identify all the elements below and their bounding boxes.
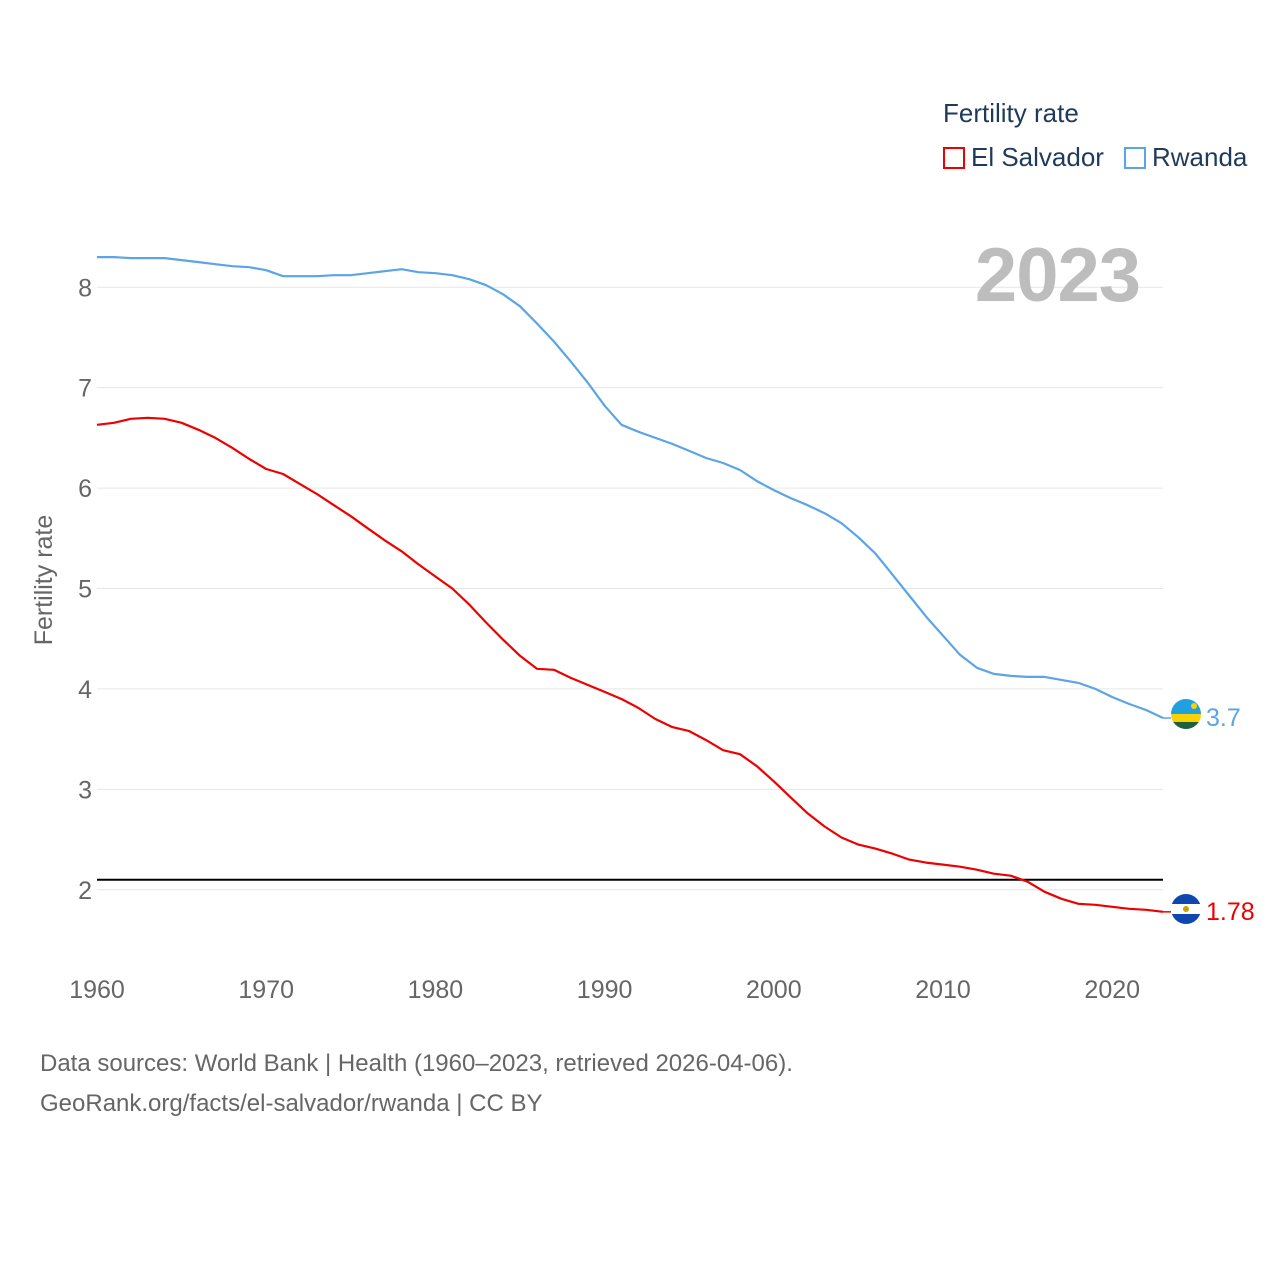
legend-swatch-rwanda [1123, 146, 1146, 169]
el-salvador-flag-icon [1171, 894, 1201, 924]
series-line-rwanda[interactable] [97, 256, 1164, 719]
x-tick-label: 1970 [238, 976, 294, 1004]
x-tick-label: 2020 [1084, 976, 1140, 1004]
y-axis-ticks: 2 3 4 5 6 7 8 [78, 274, 92, 905]
year-display: 2023 [974, 233, 1141, 318]
x-tick-label: 1980 [408, 976, 464, 1004]
legend-swatch-el-salvador [943, 146, 965, 169]
rwanda-flag-icon [1171, 699, 1201, 729]
footer: Data sources: World Bank | Health (1960–… [40, 1044, 793, 1124]
data-sources-text: Data sources: World Bank | Health (1960–… [40, 1050, 793, 1077]
y-axis-label: Fertility rate [30, 515, 58, 646]
x-tick-label: 2010 [915, 976, 971, 1004]
end-value-label: 1.78 [1206, 898, 1255, 926]
source-url-text[interactable]: GeoRank.org/facts/el-salvador/rwanda | C… [40, 1090, 543, 1117]
x-tick-label: 2000 [746, 976, 802, 1004]
legend-item-el-salvador[interactable]: El Salvador [943, 142, 1104, 173]
gridlines [97, 286, 1163, 891]
y-tick-label: 5 [78, 576, 92, 604]
legend: El Salvador Rwanda [943, 142, 1267, 173]
legend-title: Fertility rate [943, 98, 1079, 128]
y-tick-label: 2 [78, 877, 92, 905]
x-tick-label: 1960 [69, 976, 125, 1004]
y-tick-label: 4 [78, 676, 92, 704]
legend-label-rwanda: Rwanda [1151, 142, 1248, 172]
x-axis-ticks: 1960 1970 1980 1990 2000 2010 2020 [69, 976, 1140, 1004]
y-tick-label: 7 [78, 375, 92, 403]
end-value-labels: 1.78 3.7 [1163, 704, 1255, 926]
y-tick-label: 6 [78, 475, 92, 503]
x-tick-label: 1990 [577, 976, 633, 1004]
series-line-el-salvador[interactable] [96, 416, 1164, 913]
y-tick-label: 3 [78, 776, 92, 804]
series-lines [96, 256, 1164, 913]
legend-label-el-salvador: El Salvador [971, 142, 1104, 172]
end-value-label: 3.7 [1206, 704, 1241, 732]
legend-item-rwanda[interactable]: Rwanda [1123, 142, 1248, 173]
y-tick-label: 8 [78, 274, 92, 302]
